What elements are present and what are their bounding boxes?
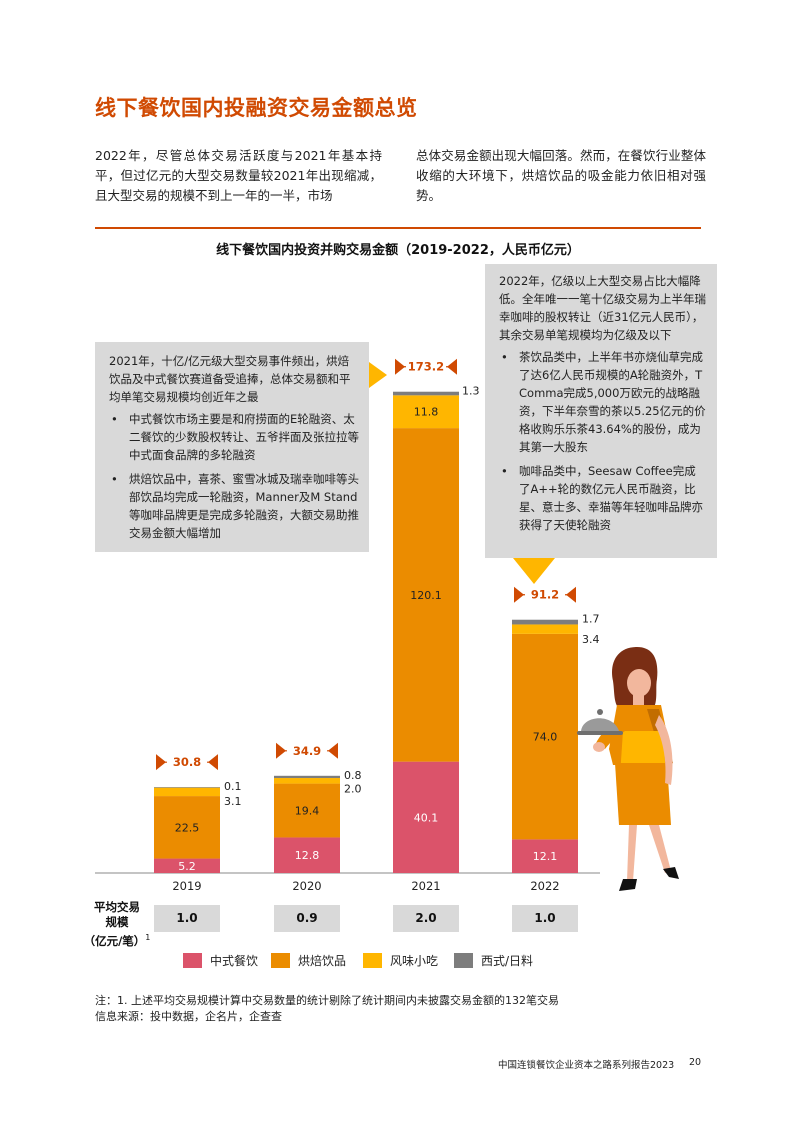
avg-deal-value-2022: 1.0	[512, 905, 578, 932]
callout-2022-arrow	[513, 558, 555, 584]
data-label-bakery-2021: 120.1	[410, 589, 442, 602]
bar-segment-bakery-2020	[274, 783, 340, 838]
legend-swatch	[454, 953, 473, 968]
legend-label: 烘焙饮品	[298, 954, 347, 968]
bar-segment-snacks-2019	[154, 787, 220, 797]
data-label-western-2021: 1.3	[462, 385, 480, 398]
total-label-2022: 91.2	[531, 588, 559, 602]
year-label-2020: 2020	[292, 879, 321, 893]
bar-segment-western-2021	[393, 391, 459, 396]
page-title: 线下餐饮国内投融资交易金额总览	[95, 96, 418, 120]
legend-item-bakery: 烘焙饮品	[271, 952, 346, 969]
waitress-illustration	[577, 647, 679, 891]
avg-deal-title-unit: （亿元/笔）	[83, 933, 146, 948]
total-label-bg-2022	[525, 586, 565, 603]
legend-swatch	[183, 953, 202, 968]
legend-item-western: 西式/日料	[454, 952, 533, 969]
callout-2022: 2022年，亿级以上大型交易占比大幅降低。全年唯一一笔十亿级交易为上半年瑞幸咖啡…	[485, 264, 717, 558]
data-label-bakery-2019: 22.5	[175, 821, 200, 834]
data-label-chinese-2022: 12.1	[533, 850, 558, 863]
total-arrow-left-2019	[156, 754, 166, 771]
intro-paragraph-right: 总体交易金额出现大幅回落。然而，在餐饮行业整体收缩的大环境下，烘焙饮品的吸金能力…	[416, 148, 706, 203]
footnote-block: 注：1. 上述平均交易规模计算中交易数量的统计剔除了统计期间内未披露交易金额的1…	[95, 993, 559, 1025]
total-label-2019: 30.8	[173, 755, 201, 769]
bar-segment-bakery-2021	[393, 428, 459, 762]
year-label-2019: 2019	[172, 879, 201, 893]
avg-deal-size-title: 平均交易 规模 （亿元/笔）1	[78, 900, 156, 949]
total-arrow-left-2020	[276, 742, 286, 759]
bar-segment-snacks-2021	[393, 395, 459, 429]
bar-segment-western-2022	[512, 619, 578, 625]
report-footer: 中国连锁餐饮企业资本之路系列报告2023	[498, 1060, 675, 1071]
callout-2022-intro: 2022年，亿级以上大型交易占比大幅降低。全年唯一一笔十亿级交易为上半年瑞幸咖啡…	[499, 274, 706, 342]
chart-title: 线下餐饮国内投资并购交易金额（2019-2022，人民币亿元）	[216, 243, 580, 258]
total-arrow-right-2020	[328, 742, 338, 759]
intro-paragraph-left: 2022年，尽管总体交易活跃度与2021年基本持平，但过亿元的大型交易数量较20…	[95, 148, 382, 203]
callout-2021: 2021年，十亿/亿元级大型交易事件频出，烘焙饮品及中式餐饮赛道备受追捧，总体交…	[95, 342, 369, 552]
bar-segment-chinese-2021	[393, 761, 459, 873]
legend-swatch	[363, 953, 382, 968]
callout-2021-bullet: 烘焙饮品中，喜茶、蜜雪冰城及瑞幸咖啡等头部饮品均完成一轮融资，Manner及M …	[109, 470, 359, 542]
legend-item-snacks: 风味小吃	[363, 952, 438, 969]
total-label-bg-2021	[406, 358, 446, 375]
data-label-chinese-2020: 12.8	[295, 849, 320, 862]
bar-segment-bakery-2019	[154, 796, 220, 859]
bar-segment-chinese-2022	[512, 839, 578, 873]
data-label-snacks-2020: 2.0	[344, 783, 362, 796]
bar-segment-western-2019	[154, 787, 220, 788]
total-arrow-right-2021	[447, 358, 457, 375]
total-arrow-left-2021	[395, 358, 405, 375]
data-label-snacks-2019: 3.1	[224, 795, 242, 808]
bar-segment-chinese-2020	[274, 837, 340, 873]
data-label-chinese-2019: 5.2	[178, 860, 196, 873]
page-number: 20	[689, 1057, 702, 1068]
data-label-bakery-2022: 74.0	[533, 731, 558, 744]
data-label-western-2020: 0.8	[344, 769, 362, 782]
bar-segment-snacks-2022	[512, 624, 578, 634]
total-label-bg-2019	[167, 754, 207, 771]
callout-2021-arrow	[369, 362, 387, 388]
total-label-2021: 173.2	[408, 360, 444, 374]
avg-deal-title-line: 规模	[105, 915, 129, 929]
avg-deal-title-line: 平均交易	[94, 900, 140, 914]
legend-label: 西式/日料	[481, 954, 534, 968]
data-label-bakery-2020: 19.4	[295, 805, 320, 818]
bar-segment-western-2020	[274, 775, 340, 779]
year-label-2022: 2022	[530, 879, 559, 893]
total-arrow-right-2019	[208, 754, 218, 771]
data-label-western-2022: 1.7	[582, 613, 600, 626]
callout-2022-list: 茶饮品类中，上半年书亦烧仙草完成了达6亿人民币规模的A轮融资外，T Comma完…	[499, 348, 707, 534]
bar-segment-chinese-2019	[154, 858, 220, 873]
bar-segment-bakery-2022	[512, 633, 578, 840]
legend-swatch	[271, 953, 290, 968]
avg-deal-value-2020: 0.9	[274, 905, 340, 932]
callout-2021-bullet: 中式餐饮市场主要是和府捞面的E轮融资、太二餐饮的少数股权转让、五爷拌面及张拉拉等…	[109, 410, 359, 464]
avg-deal-value-2019: 1.0	[154, 905, 220, 932]
section-divider	[95, 227, 701, 229]
legend-item-chinese: 中式餐饮	[183, 952, 258, 969]
year-label-2021: 2021	[411, 879, 440, 893]
avg-deal-value-2021: 2.0	[393, 905, 459, 932]
data-label-chinese-2021: 40.1	[414, 811, 439, 824]
callout-2022-bullet: 茶饮品类中，上半年书亦烧仙草完成了达6亿人民币规模的A轮融资外，T Comma完…	[499, 348, 707, 456]
data-label-snacks-2021: 11.8	[414, 406, 439, 419]
data-label-western-2019: 0.1	[224, 780, 242, 793]
legend-label: 风味小吃	[390, 954, 439, 968]
avg-deal-title-line: （亿元/笔）1	[78, 930, 156, 949]
bar-segment-snacks-2020	[274, 778, 340, 784]
callout-2021-list: 中式餐饮市场主要是和府捞面的E轮融资、太二餐饮的少数股权转让、五爷拌面及张拉拉等…	[109, 410, 359, 542]
legend-label: 中式餐饮	[210, 954, 259, 968]
footnote-text: 注：1. 上述平均交易规模计算中交易数量的统计剔除了统计期间内未披露交易金额的1…	[95, 994, 559, 1007]
total-arrow-left-2022	[514, 586, 524, 603]
total-arrow-right-2022	[566, 586, 576, 603]
total-label-2020: 34.9	[293, 744, 321, 758]
callout-2021-intro: 2021年，十亿/亿元级大型交易事件频出，烘焙饮品及中式餐饮赛道备受追捧，总体交…	[109, 354, 351, 404]
footnote-mark: 1	[145, 933, 151, 942]
source-text: 信息来源：投中数据，企名片，企查查	[95, 1010, 282, 1023]
total-label-bg-2020	[287, 742, 327, 759]
data-label-snacks-2022: 3.4	[582, 633, 600, 646]
callout-2022-bullet: 咖啡品类中，Seesaw Coffee完成了A++轮的数亿元人民币融资，比星、意…	[499, 462, 707, 534]
